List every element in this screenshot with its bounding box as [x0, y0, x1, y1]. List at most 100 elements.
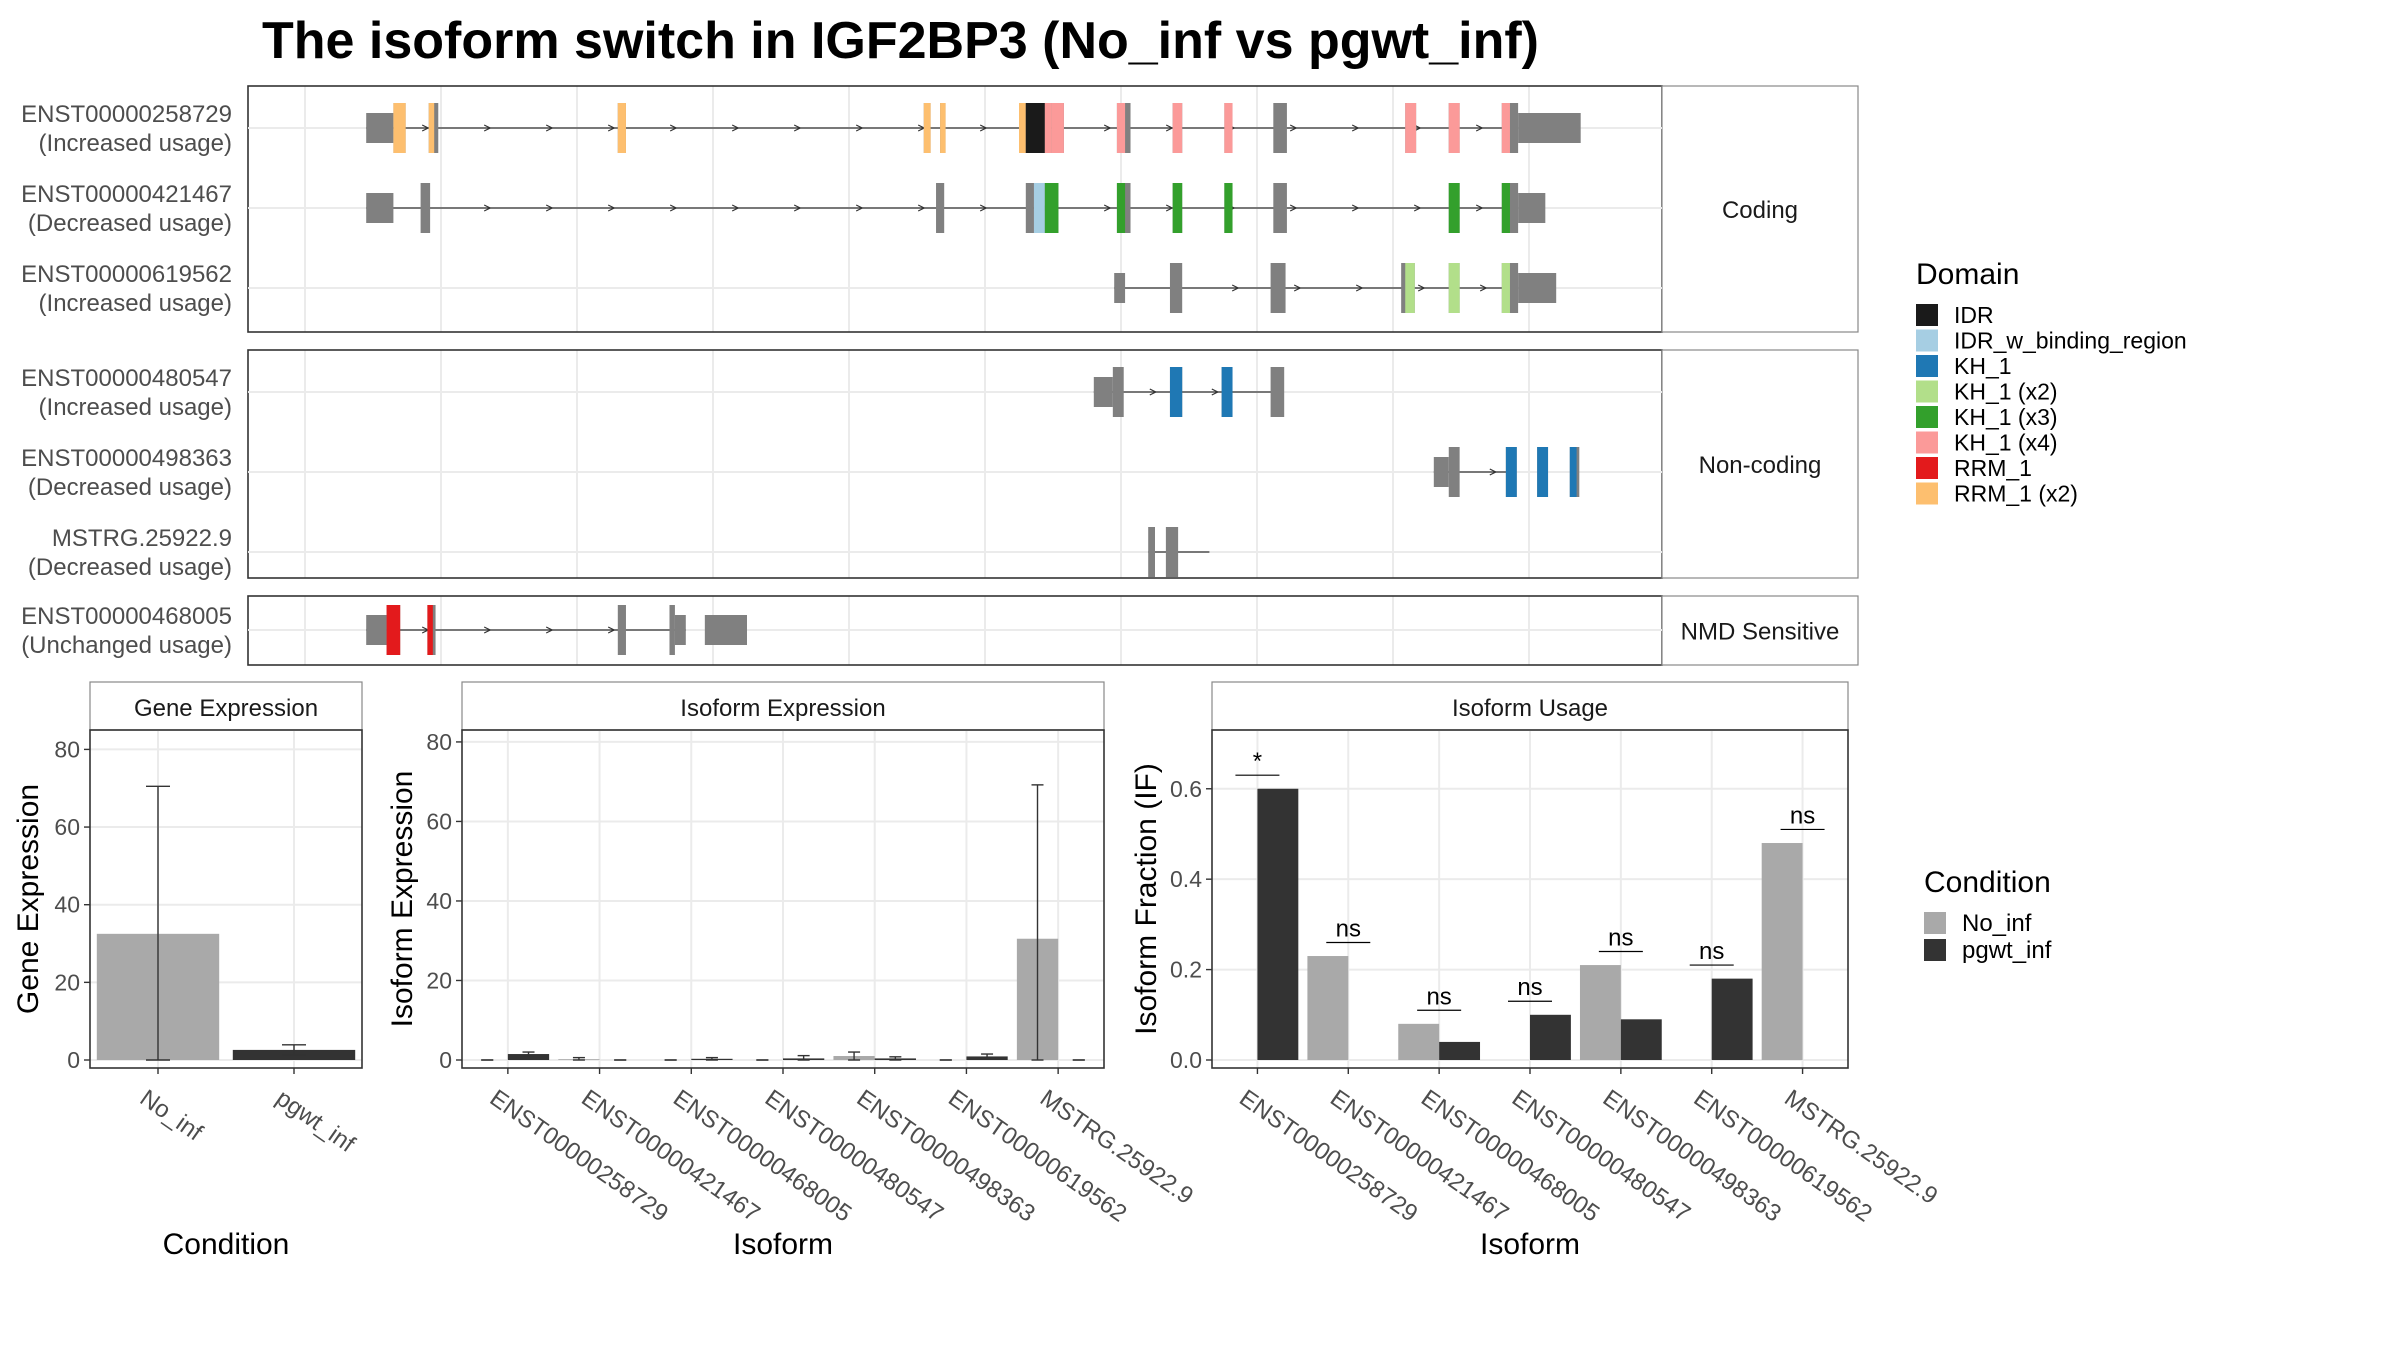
domain-segment [1221, 367, 1233, 417]
exon [1273, 183, 1287, 233]
exon [1112, 367, 1124, 417]
strand-arrow [731, 204, 740, 212]
legend-label: IDR [1954, 302, 1994, 328]
significance-label: ns [1790, 802, 1815, 829]
domain-segment [1044, 103, 1052, 153]
exon [366, 615, 387, 645]
isoform-usage-label: (Decreased usage) [28, 554, 232, 581]
facet-strip-label: Non-coding [1699, 452, 1822, 479]
exon [1518, 193, 1546, 223]
isoform-name-label: ENST00000480547 [21, 365, 232, 392]
isoform-name-label: ENST00000468005 [21, 603, 232, 630]
strand-arrow [545, 626, 554, 634]
strand-arrow [1165, 204, 1174, 212]
exon [669, 605, 675, 655]
exon [1025, 183, 1034, 233]
facet-strip [1661, 85, 1859, 333]
domain-segment [427, 605, 433, 655]
chart-strip-title: Gene Expression [134, 695, 318, 722]
x-tick-label: pgwt_inf [271, 1085, 360, 1159]
bar [507, 1054, 550, 1060]
facet-strip-label: Coding [1722, 197, 1798, 224]
exon [1165, 527, 1179, 577]
strand-arrow [1289, 204, 1298, 212]
legend-swatch [1916, 482, 1938, 505]
panel-background [248, 350, 1662, 578]
strand-arrow [1417, 284, 1426, 292]
strand-arrow [979, 124, 988, 132]
exon [1114, 273, 1126, 303]
legend-label: IDR_w_binding_region [1954, 328, 2187, 354]
isoform-row: ENST00000421467(Decreased usage) [21, 181, 1662, 237]
domain-legend-title: Domain [1916, 258, 2019, 291]
x-axis-title: Isoform [1480, 1228, 1580, 1261]
x-tick-label: MSTRG.25922.9 [1779, 1085, 1942, 1210]
strand-arrow [669, 204, 678, 212]
legend-label: No_inf [1962, 910, 2032, 937]
isoform-name-label: ENST00000498363 [21, 445, 232, 472]
strand-arrow [483, 626, 492, 634]
isoform-name-label: ENST00000421467 [21, 181, 232, 208]
strand-arrow [669, 124, 678, 132]
exon [1518, 273, 1557, 303]
legend-swatch [1924, 912, 1946, 934]
y-tick-label: 0.4 [1170, 866, 1202, 892]
y-tick-label: 40 [426, 888, 452, 914]
strand-arrow [917, 204, 926, 212]
chart-strip-title: Isoform Expression [680, 695, 885, 722]
exon [674, 615, 686, 645]
significance-label: ns [1336, 915, 1361, 942]
exon [1148, 527, 1155, 577]
facet-strip-label: NMD Sensitive [1681, 619, 1840, 646]
bar-charts: Gene Expression 0 20 40 60 80 No_inf pgwt_inf Co… [12, 681, 1943, 1261]
domain-segment [940, 103, 946, 153]
domain-segment [1172, 103, 1183, 153]
bar [1579, 965, 1621, 1060]
y-tick-label: 40 [54, 892, 80, 918]
legend-label: KH_1 [1954, 353, 2012, 379]
isoform-row: ENST00000258729(Increased usage) [21, 101, 1662, 157]
y-tick-label: 20 [54, 969, 80, 995]
domain-segment [393, 103, 406, 153]
exon [1270, 367, 1285, 417]
isoform-usage-label: (Increased usage) [39, 130, 232, 157]
chart-isoform-expression: Isoform Expression020406080ENST000002587… [386, 681, 1198, 1261]
domain-segment [386, 605, 401, 655]
legend-swatch [1924, 939, 1946, 961]
isoform-row: MSTRG.25922.9(Decreased usage) [28, 525, 1662, 581]
legend-label: KH_1 (x2) [1954, 379, 2058, 405]
significance-label: ns [1699, 938, 1724, 965]
exon [1448, 447, 1460, 497]
exon [617, 605, 626, 655]
y-axis-title: Gene Expression [12, 784, 45, 1014]
legend-swatch [1916, 406, 1938, 428]
isoform-row: ENST00000480547(Increased usage) [21, 365, 1662, 421]
legend-swatch [1916, 355, 1938, 377]
x-tick-label: MSTRG.25922.9 [1035, 1085, 1198, 1210]
strand-arrow [1289, 124, 1298, 132]
legend-swatch [1916, 457, 1938, 479]
strand-arrow [855, 124, 864, 132]
exon [1169, 263, 1183, 313]
condition-legend-title: Condition [1924, 866, 2051, 899]
exon [1277, 263, 1285, 313]
legend-label: KH_1 (x4) [1954, 430, 2058, 456]
bar [1761, 843, 1803, 1060]
exon [1518, 113, 1581, 143]
domain-segment [1448, 263, 1460, 313]
legend-swatch [1916, 329, 1938, 352]
y-tick-label: 0.6 [1170, 776, 1202, 802]
domain-segment [1448, 103, 1460, 153]
exon [366, 113, 394, 143]
exon [1273, 103, 1287, 153]
domain-segment [1501, 103, 1510, 153]
y-tick-label: 0 [439, 1047, 452, 1073]
legend-swatch [1916, 304, 1938, 326]
y-tick-label: 0.0 [1170, 1047, 1202, 1073]
exon [1093, 377, 1113, 407]
exon [420, 183, 431, 233]
strand-arrow [1351, 124, 1360, 132]
strand-arrow [421, 124, 430, 132]
